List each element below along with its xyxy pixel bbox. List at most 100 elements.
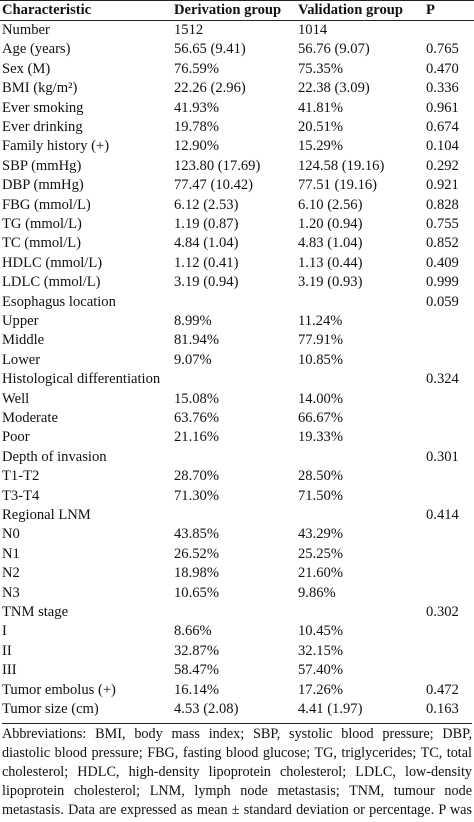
table-cell: 77.51 (19.16) — [298, 177, 378, 194]
table-cell: 57.40% — [298, 662, 343, 679]
table-cell: 1014 — [298, 22, 328, 38]
table-row: II 32.87% 32.15% — [0, 642, 474, 661]
table-cell: N1 — [2, 545, 20, 562]
table-cell: 32.87% — [174, 642, 219, 659]
table-row: Well 15.08% 14.00% — [0, 390, 474, 409]
table-cell: Tumor embolus (+) — [2, 681, 116, 698]
table-cell: 21.60% — [298, 565, 343, 582]
table-cell: 41.81% — [298, 99, 343, 116]
table-cell: 71.50% — [298, 487, 343, 504]
table-cell: 6.12 (2.53) — [174, 196, 239, 213]
table-cell: SBP (mmHg) — [2, 157, 82, 174]
table-cell: 77.91% — [298, 332, 343, 349]
table-cell: Poor — [2, 429, 30, 446]
table-cell: 10.65% — [174, 584, 219, 601]
table-row: HDLC (mmol/L) 1.12 (0.41) 1.13 (0.44) 0.409 — [0, 254, 474, 273]
table-cell: 4.84 (1.04) — [174, 235, 239, 252]
table-cell: 76.59% — [174, 60, 219, 77]
table-row: TC (mmol/L) 4.84 (1.04) 4.83 (1.04) 0.852 — [0, 234, 474, 253]
table-cell: 71.30% — [174, 487, 219, 504]
table-cell: 11.24% — [298, 313, 343, 329]
table-cell: 9.07% — [174, 351, 212, 368]
table-cell: 1.20 (0.94) — [298, 216, 363, 232]
table-cell: LDLC (mmol/L) — [2, 274, 101, 291]
table-row: Age (years) 56.65 (9.41) 56.76 (9.07) 0.765 — [0, 40, 474, 59]
table-cell: 1.13 (0.44) — [298, 254, 363, 271]
table-cell: 0.828 — [426, 196, 459, 213]
table-row: FBG (mmol/L) 6.12 (2.53) 6.10 (2.56) 0.828 — [0, 196, 474, 215]
table-cell: 19.78% — [174, 119, 219, 135]
table-cell: 3.19 (0.94) — [174, 274, 239, 291]
table-cell: 28.50% — [298, 468, 343, 485]
table-row: I 8.66% 10.45% — [0, 622, 474, 641]
footnote: Abbreviations: BMI, body mass index; SBP… — [2, 723, 472, 822]
table-cell: 8.66% — [174, 623, 212, 640]
table-cell: 1.12 (0.41) — [174, 254, 239, 271]
table-cell: 58.47% — [174, 662, 219, 679]
table-cell: TNM stage — [2, 604, 69, 620]
table-cell: Upper — [2, 313, 39, 329]
table-cell: 123.80 (17.69) — [174, 157, 261, 174]
table-cell: 77.47 (10.42) — [174, 177, 254, 194]
table-row: Ever smoking 41.93% 41.81% 0.961 — [0, 99, 474, 118]
table-cell: 26.52% — [174, 545, 219, 562]
table-cell: Depth of invasion — [2, 448, 107, 465]
table-cell: T3-T4 — [2, 487, 40, 504]
table-cell: Regional LNM — [2, 507, 91, 523]
table-cell: 0.921 — [426, 177, 459, 194]
table-cell: 0.302 — [426, 604, 459, 620]
table-cell: 0.414 — [426, 507, 459, 523]
table-row: T3-T4 71.30% 71.50% — [0, 487, 474, 506]
table-cell: 66.67% — [298, 410, 343, 426]
table-cell: 28.70% — [174, 468, 219, 485]
header-cell: Derivation group — [174, 2, 282, 18]
table-cell: HDLC (mmol/L) — [2, 254, 103, 271]
table-cell: N2 — [2, 565, 20, 582]
table-row: Upper 8.99% 11.24% — [0, 312, 474, 331]
table-cell: 43.85% — [174, 526, 219, 543]
table-cell: Lower — [2, 351, 41, 368]
table-row: N0 43.85% 43.29% — [0, 525, 474, 544]
table-row: N3 10.65% 9.86% — [0, 584, 474, 603]
table-cell: 22.26 (2.96) — [174, 80, 246, 97]
table-row: Moderate 63.76% 66.67% — [0, 409, 474, 428]
table-cell: FBG (mmol/L) — [2, 196, 91, 213]
table-cell: 19.33% — [298, 429, 343, 446]
table-row: Esophagus location 0.059 — [0, 293, 474, 312]
table-row: Family history (+) 12.90% 15.29% 0.104 — [0, 137, 474, 156]
table-cell: 41.93% — [174, 99, 219, 116]
table-row: Tumor embolus (+) 16.14% 17.26% 0.472 — [0, 681, 474, 700]
table-row: III 58.47% 57.40% — [0, 661, 474, 680]
table-row: Lower 9.07% 10.85% — [0, 351, 474, 370]
table-cell: 0.674 — [426, 119, 459, 135]
table-cell: 22.38 (3.09) — [298, 80, 370, 97]
table-row: Tumor size (cm) 4.53 (2.08) 4.41 (1.97) 0.1… — [0, 700, 474, 719]
table-cell: Histological differentiation — [2, 371, 161, 388]
table-row: N1 26.52% 25.25% — [0, 545, 474, 564]
table-cell: 43.29% — [298, 526, 343, 543]
table-cell: III — [2, 662, 17, 679]
table-cell: 25.25% — [298, 545, 343, 562]
header-row: Characteristic Derivation group Validati… — [0, 0, 474, 21]
table-cell: II — [2, 642, 12, 659]
table-row: Regional LNM 0.414 — [0, 506, 474, 525]
table-cell: 10.85% — [298, 351, 343, 368]
table-cell: 0.852 — [426, 235, 459, 252]
table-cell: 0.163 — [426, 701, 459, 717]
table-row: TG (mmol/L) 1.19 (0.87) 1.20 (0.94) 0.755 — [0, 215, 474, 234]
table-cell: BMI (kg/m²) — [2, 80, 78, 97]
header-cell: P — [426, 2, 435, 18]
table-row: LDLC (mmol/L) 3.19 (0.94) 3.19 (0.93) 0.999 — [0, 273, 474, 292]
table-cell: DBP (mmHg) — [2, 177, 84, 194]
table-cell: 0.059 — [426, 293, 459, 310]
table-cell: 4.83 (1.04) — [298, 235, 363, 252]
table-cell: 1512 — [174, 22, 204, 38]
table-cell: 17.26% — [298, 681, 343, 698]
table-cell: 15.08% — [174, 390, 219, 407]
table-cell: 0.472 — [426, 681, 459, 698]
table-cell: 0.999 — [426, 274, 459, 291]
table-cell: Moderate — [2, 410, 58, 426]
table-cell: Age (years) — [2, 41, 71, 58]
table-cell: Ever drinking — [2, 119, 83, 135]
